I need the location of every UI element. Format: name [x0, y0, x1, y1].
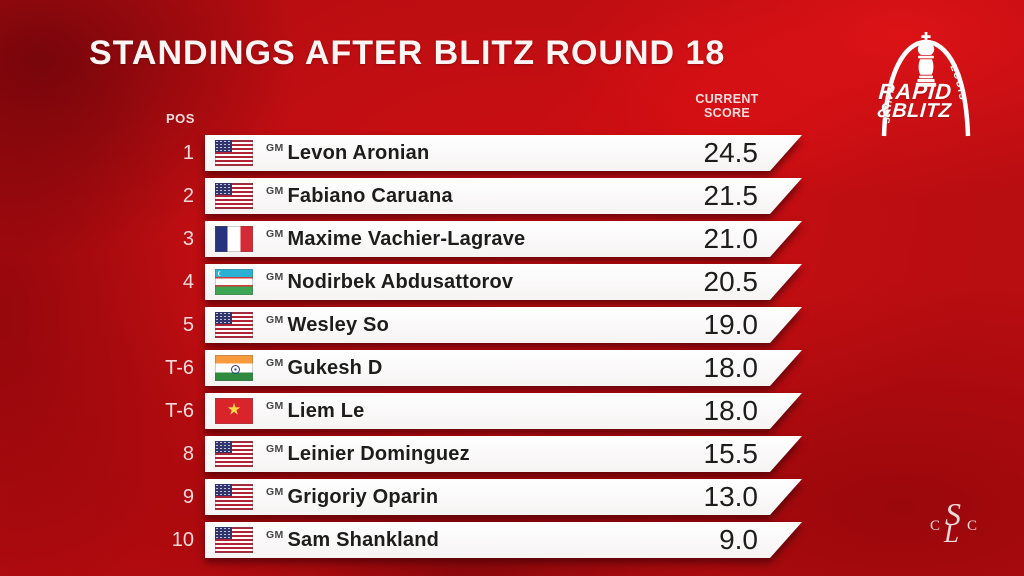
player-name: Wesley So: [287, 313, 389, 336]
gm-title-label: GM: [266, 314, 284, 326]
standings-row: 5 GM Wesley So 19.0: [150, 307, 802, 343]
us-flag-icon: [215, 140, 253, 166]
gateway-arch-icon: SAINT LOUIS: [881, 32, 971, 137]
gm-title-label: GM: [266, 400, 284, 412]
saint-louis-rapid-blitz-logo: SAINT LOUIS RAPID &BLITZ: [872, 28, 980, 144]
position-label: 5: [182, 313, 194, 336]
vn-flag-icon: [215, 398, 253, 424]
monogram-letter-l: L: [944, 518, 960, 548]
gm-title-label: GM: [266, 271, 284, 283]
standings-row: 10 GM Sam Shankland 9.0: [150, 522, 802, 558]
gm-title-label: GM: [266, 185, 284, 197]
monogram-letter-c-left: C: [930, 518, 941, 534]
fr-flag-icon: [215, 226, 253, 252]
uz-flag-icon: [215, 269, 253, 295]
player-name: Levon Aronian: [287, 141, 430, 164]
saint-louis-chess-club-monogram: C S L C: [928, 496, 988, 560]
standings-row: 9 GM Grigoriy Oparin 13.0: [150, 479, 802, 515]
us-flag-icon: [215, 527, 253, 553]
svg-text:SAINT: SAINT: [881, 86, 897, 124]
position-label: 2: [182, 184, 194, 207]
us-flag-icon: [215, 484, 253, 510]
player-score: 21.5: [703, 180, 758, 211]
chess-king-icon: [915, 32, 937, 87]
score-header-line1: CURRENT: [695, 92, 759, 106]
gm-title-label: GM: [266, 142, 284, 154]
position-label: T-6: [165, 399, 194, 422]
player-score: 21.0: [703, 223, 758, 254]
player-name: Gukesh D: [287, 356, 383, 379]
score-column-header: CURRENT SCORE: [672, 92, 782, 121]
player-bar: GM Grigoriy Oparin 13.0: [205, 479, 802, 515]
standings-row: 4 GM Nodirbek Abdusattorov 20.5: [150, 264, 802, 300]
monogram-letter-s: S: [945, 496, 961, 532]
position-label: 10: [171, 528, 194, 551]
gm-title-label: GM: [266, 486, 284, 498]
us-flag-icon: [215, 183, 253, 209]
gm-title-label: GM: [266, 529, 284, 541]
player-name: Fabiano Caruana: [287, 184, 453, 207]
position-label: 8: [182, 442, 194, 465]
player-score: 15.5: [703, 438, 758, 469]
standings-row: T-6 GM Liem Le 18.0: [150, 393, 802, 429]
player-score: 19.0: [703, 309, 758, 340]
player-bar: GM Liem Le 18.0: [205, 393, 802, 429]
player-name: Sam Shankland: [287, 528, 440, 551]
position-label: 3: [182, 227, 194, 250]
gm-title-label: GM: [266, 443, 284, 455]
position-label: T-6: [165, 356, 194, 379]
player-bar: GM Sam Shankland 9.0: [205, 522, 802, 558]
player-score: 24.5: [703, 137, 758, 168]
logo-rapid-text: RAPID: [877, 79, 954, 104]
player-bar: GM Levon Aronian 24.5: [205, 135, 802, 171]
standings-rows: 1 GM Levon Aronian 24.5 2 GM Fabiano Car…: [150, 135, 802, 565]
player-name: Liem Le: [287, 399, 365, 422]
monogram-letter-c-right: C: [967, 518, 978, 534]
player-bar: GM Maxime Vachier-Lagrave 21.0: [205, 221, 802, 257]
standings-row: 1 GM Levon Aronian 24.5: [150, 135, 802, 171]
player-score: 20.5: [703, 266, 758, 297]
player-name: Leinier Dominguez: [287, 442, 470, 465]
logo-wordmark: RAPID &BLITZ: [876, 79, 954, 123]
player-name: Nodirbek Abdusattorov: [287, 270, 514, 293]
player-bar: GM Wesley So 19.0: [205, 307, 802, 343]
gm-title-label: GM: [266, 357, 284, 369]
position-label: 9: [182, 485, 194, 508]
gm-title-label: GM: [266, 228, 284, 240]
player-score: 13.0: [703, 481, 758, 512]
logo-blitz-text: &BLITZ: [876, 100, 953, 123]
us-flag-icon: [215, 312, 253, 338]
standings-row: T-6 GM Gukesh D 18.0: [150, 350, 802, 386]
player-name: Maxime Vachier-Lagrave: [287, 227, 526, 250]
player-score: 18.0: [703, 352, 758, 383]
player-name: Grigoriy Oparin: [287, 485, 439, 508]
player-score: 9.0: [719, 524, 758, 555]
player-bar: GM Leinier Dominguez 15.5: [205, 436, 802, 472]
page-title: STANDINGS AFTER BLITZ ROUND 18: [89, 34, 726, 72]
player-bar: GM Gukesh D 18.0: [205, 350, 802, 386]
pos-column-header: POS: [166, 111, 195, 126]
score-header-line2: SCORE: [704, 105, 750, 120]
player-bar: GM Fabiano Caruana 21.5: [205, 178, 802, 214]
standings-row: 2 GM Fabiano Caruana 21.5: [150, 178, 802, 214]
player-bar: GM Nodirbek Abdusattorov 20.5: [205, 264, 802, 300]
standings-row: 3 GM Maxime Vachier-Lagrave 21.0: [150, 221, 802, 257]
position-label: 4: [182, 270, 194, 293]
arch-text-saint: SAINT: [881, 86, 895, 124]
us-flag-icon: [215, 441, 253, 467]
in-flag-icon: [215, 355, 253, 381]
standings-row: 8 GM Leinier Dominguez 15.5: [150, 436, 802, 472]
position-label: 1: [182, 141, 194, 164]
player-score: 18.0: [703, 395, 758, 426]
